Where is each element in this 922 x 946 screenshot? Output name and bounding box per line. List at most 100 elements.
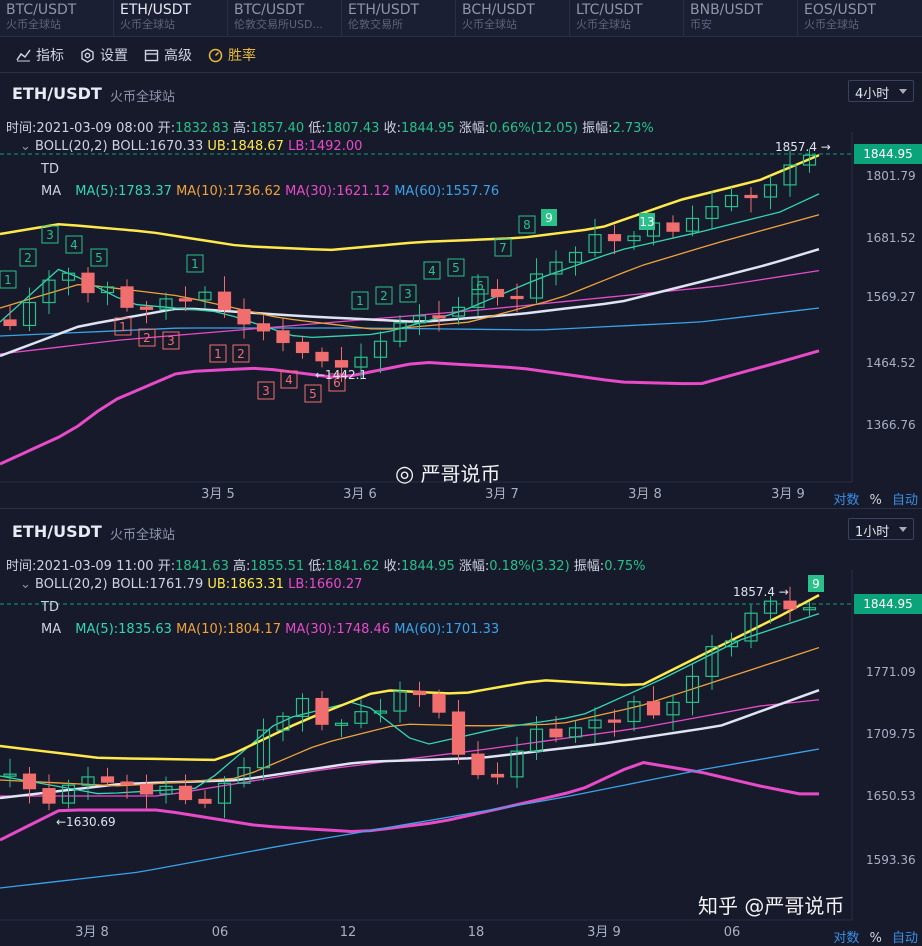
current-price-tag: 1844.95 [854, 594, 922, 614]
candle-up [198, 291, 212, 301]
indicators-button[interactable]: 指标 [16, 45, 64, 65]
current-price-tag: 1844.95 [854, 144, 922, 164]
tab-btc-usdt-london[interactable]: BTC/USDT 伦敦交易所USD... [228, 0, 342, 36]
symbol-tabs: BTC/USDT 火币全球站 ETH/USDT 火币全球站 BTC/USDT 伦敦交易… [0, 0, 922, 37]
high-label: 高: [232, 121, 251, 136]
candle-down [510, 295, 524, 300]
ma30-line [0, 269, 820, 355]
time-value: 2021-03-09 08:00 [36, 121, 154, 136]
candlestick-chart-4h[interactable]: 1801.79 1681.52 1569.27 1464.52 1366.76 3月 5 3… [0, 72, 922, 508]
tab-exchange: 火币全球站 [462, 18, 517, 31]
td-marker [808, 575, 824, 592]
collapse-chevron-icon[interactable]: ⌄ [20, 139, 36, 154]
candle-down [432, 693, 446, 713]
candle-up [61, 272, 76, 281]
close-label: 收: [383, 559, 401, 574]
tab-ltc-usdt[interactable]: LTC/USDT 火币全球站 [570, 0, 684, 36]
candle-down [646, 701, 661, 716]
td-number: 4 [70, 238, 78, 252]
tab-eth-usdt-huobi[interactable]: ETH/USDT 火币全球站 [114, 0, 228, 36]
auto-scale-toggle[interactable]: 自动 [891, 931, 918, 946]
ma-row[interactable]: MA MA(5):1783.37 MA(10):1736.62 MA(30):1… [41, 184, 499, 199]
td-number: 8 [523, 218, 531, 232]
candle-up [744, 612, 758, 642]
time-axis-label: 3月 7 [485, 487, 519, 502]
collapse-chevron-icon[interactable]: ⌄ [20, 577, 36, 592]
td-marker [304, 384, 322, 403]
log-scale-toggle[interactable]: 对数 [833, 931, 860, 946]
tab-bch-usdt[interactable]: BCH/USDT 火币全球站 [456, 0, 570, 36]
time-axis-label: 18 [468, 925, 485, 940]
change-label: 涨幅: [458, 121, 490, 136]
candle-down [315, 351, 329, 362]
interval-select[interactable]: 1小时 [848, 518, 914, 540]
boll-ub: UB:1863.31 [207, 577, 284, 592]
tab-eth-usdt-london[interactable]: ETH/USDT 伦敦交易所 [342, 0, 456, 36]
candle-down [217, 291, 232, 311]
candle-up [42, 279, 56, 304]
gauge-icon [208, 48, 223, 62]
winrate-button[interactable]: 胜率 [208, 45, 256, 65]
percent-scale-toggle[interactable]: % [869, 931, 882, 946]
tab-bnb-usdt[interactable]: BNB/USDT 币安 [684, 0, 798, 36]
boll-lb: LB:1492.00 [288, 139, 363, 154]
low-label: 低: [308, 559, 326, 574]
td-number: 5 [309, 387, 317, 401]
settings-label: 设置 [100, 48, 128, 64]
interval-select[interactable]: 4小时 [848, 80, 914, 102]
td-marker [518, 215, 536, 234]
td-number: 6 [333, 376, 341, 390]
percent-scale-toggle[interactable]: % [869, 493, 882, 508]
tab-exchange: 火币全球站 [120, 18, 175, 31]
auto-scale-toggle[interactable]: 自动 [891, 493, 918, 508]
low-label: 低: [308, 121, 326, 136]
high-value: 1855.51 [250, 559, 305, 574]
candle-up [295, 697, 310, 718]
candle-up [373, 710, 388, 714]
tab-pair: BTC/USDT [6, 2, 77, 18]
interval-value: 4小时 [855, 87, 890, 102]
panel-exchange: 火币全球站 [110, 90, 176, 105]
boll-row[interactable]: ⌄ BOLL(20,2) BOLL:1670.33 UB:1848.67 LB:… [20, 139, 362, 154]
open-value: 1832.83 [175, 121, 229, 136]
tab-exchange: 火币全球站 [6, 18, 61, 31]
candle-up [217, 782, 232, 804]
td-number: 2 [143, 331, 151, 345]
td-marker [0, 270, 17, 289]
candle-down [237, 308, 251, 325]
td-marker [90, 248, 108, 267]
td-marker [328, 373, 346, 392]
chart-toolbar: 指标 设置 高级 胜率 [0, 38, 922, 73]
candle-up [802, 154, 817, 166]
td-label[interactable]: TD [41, 162, 59, 177]
candle-down [744, 194, 758, 199]
boll-row[interactable]: ⌄ BOLL(20,2) BOLL:1761.79 UB:1863.31 LB:… [20, 577, 362, 592]
candle-up [159, 298, 173, 310]
td-label[interactable]: TD [41, 600, 59, 615]
settings-button[interactable]: 设置 [80, 45, 128, 65]
td-number: 5 [452, 261, 460, 275]
tab-exchange: 伦敦交易所 [348, 18, 403, 31]
candle-up [276, 715, 290, 731]
advanced-label: 高级 [164, 48, 192, 64]
td-marker [138, 328, 156, 347]
td-number: 5 [95, 251, 103, 265]
td-marker [423, 261, 441, 280]
candle-down [81, 272, 95, 294]
amplitude-label: 振幅: [582, 121, 613, 136]
candle-up [763, 184, 778, 198]
tab-btc-usdt-huobi[interactable]: BTC/USDT 火币全球站 [0, 0, 114, 36]
candle-up [802, 607, 817, 611]
advanced-button[interactable]: 高级 [144, 45, 192, 65]
candle-up [685, 217, 700, 232]
log-scale-toggle[interactable]: 对数 [833, 493, 860, 508]
low-annotation: ←1630.69 [56, 815, 116, 829]
candle-up [471, 288, 485, 308]
td-number: 1 [4, 273, 12, 287]
open-label: 开: [157, 121, 176, 136]
tab-pair: BNB/USDT [690, 2, 763, 18]
ma-row[interactable]: MA MA(5):1835.63 MA(10):1804.17 MA(30):1… [41, 622, 499, 637]
tab-eos-usdt[interactable]: EOS/USDT 火币全球站 [798, 0, 912, 36]
